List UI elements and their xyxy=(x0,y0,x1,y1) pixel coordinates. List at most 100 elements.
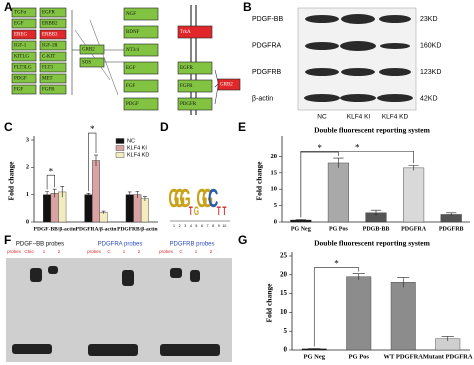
pathway-ligand-box xyxy=(123,25,159,39)
error-bar xyxy=(94,154,98,166)
y-tick-label: 20 xyxy=(280,270,288,278)
pathway-receptor-box xyxy=(39,29,67,40)
pathway-receptor-box xyxy=(39,51,67,62)
y-tick-label: 5 xyxy=(274,202,278,209)
bar xyxy=(133,194,142,223)
pathway-ligand: TGFα xyxy=(14,11,26,16)
significance-mark: * xyxy=(355,142,360,152)
significance-mark: * xyxy=(317,143,322,153)
pathway-receptor: FLT3 xyxy=(42,66,53,71)
gel-lane-label: 2 xyxy=(138,249,141,254)
error-bar xyxy=(408,164,419,171)
bar xyxy=(390,282,416,351)
western-blot xyxy=(297,7,417,111)
logo-letter: T xyxy=(222,205,226,219)
bar xyxy=(50,193,59,223)
pathway-ligand: IGF-1 xyxy=(14,44,27,49)
y-axis-label: Fold change xyxy=(265,283,274,323)
panel-label: E xyxy=(238,120,246,134)
pathway-ligand-box xyxy=(123,7,159,21)
y-tick-label: 3 xyxy=(26,137,29,143)
error-bar xyxy=(60,186,65,198)
legend-swatch xyxy=(115,138,125,144)
x-tick-label: PG Pos xyxy=(329,226,348,232)
pathway-receptor: MET xyxy=(42,77,53,82)
pathway-node-box xyxy=(79,44,105,55)
emsa-gel xyxy=(6,258,232,362)
pathway-node-box xyxy=(79,57,105,68)
pathway-node: SOS xyxy=(82,61,91,66)
y-tick-label: 0 xyxy=(274,218,277,225)
pathway-receptor: ERBB3 xyxy=(42,33,58,38)
y-tick-label: 0 xyxy=(26,219,29,225)
blot-row-label: β-actin xyxy=(252,95,273,102)
blot-lane-label: KLF4 KI xyxy=(347,114,371,121)
pathway-receptor-box xyxy=(39,7,67,18)
logo-position: 10 xyxy=(222,224,226,228)
panel-label: A xyxy=(4,0,13,14)
error-bar xyxy=(101,210,106,214)
error-bar xyxy=(333,157,344,168)
bar xyxy=(327,162,349,223)
chart-title: Double fluorescent reporting system xyxy=(314,126,431,135)
x-tick-label: PDGF-BB/β-actin xyxy=(34,226,76,232)
pathway-node: GRB2 xyxy=(82,48,95,53)
x-tick-label: PDGFRB/β-actin xyxy=(117,226,157,232)
gel-group-label: PDGFRA probes xyxy=(98,242,143,248)
pathway-receptor-box xyxy=(177,97,213,111)
pathway-ligand: KITLG xyxy=(14,55,29,60)
logo-position: 2 xyxy=(179,224,181,228)
chart-title: Double fluorescent reporting system xyxy=(314,239,431,248)
logo-letter: C xyxy=(208,185,218,214)
pathway-ligand-box xyxy=(11,18,37,29)
pathway-ligand-box xyxy=(11,62,37,73)
panel-label: C xyxy=(4,120,13,134)
pathway-ligand: EGF xyxy=(14,22,24,27)
significance-mark: * xyxy=(49,166,54,176)
legend-label: NC xyxy=(127,138,135,144)
gel-lane-label: probes xyxy=(7,249,22,254)
logo-letter: G xyxy=(194,205,199,219)
pathway-receptor: TrkA xyxy=(180,30,191,35)
error-bar xyxy=(308,348,321,350)
gel-group-label: PDGF−BB probes xyxy=(16,242,64,248)
pathway-adaptor-box xyxy=(217,78,241,91)
pathway-ligand-box xyxy=(11,84,37,95)
blot-row-label: PDGFRB xyxy=(252,69,282,76)
blot-lane-label: KLF4 KD xyxy=(382,114,409,121)
x-tick-label: Mutant PDGFRA xyxy=(423,353,473,360)
gel-lane-label: C xyxy=(179,249,183,254)
blot-lane-label: NC xyxy=(317,114,327,121)
pathway-ligand-box xyxy=(123,79,159,93)
blot-size-label: 42KD xyxy=(420,95,438,102)
significance-bracket xyxy=(88,132,97,192)
logo-letter: G xyxy=(168,185,179,214)
blot-bands xyxy=(304,14,413,102)
x-tick-label: PDGFRB xyxy=(439,226,464,232)
pathway-ligand-box xyxy=(123,61,159,75)
pathway-receptor: PDGFR xyxy=(180,102,197,107)
bar xyxy=(92,160,100,223)
logo-position: 5 xyxy=(195,224,197,228)
pathway-ligand: EREG xyxy=(14,33,27,38)
y-tick-label: 15 xyxy=(271,169,278,176)
logo-position: 6 xyxy=(201,224,203,228)
logo-letter: G xyxy=(180,185,191,214)
pathway-receptor-box xyxy=(39,62,67,73)
pathway-receptor-box xyxy=(177,79,213,93)
pathway-ligand: EGF xyxy=(126,66,136,71)
blot-row-label: PDGFRA xyxy=(252,42,282,49)
logo-position: 4 xyxy=(190,224,192,228)
pathway-receptor: C-KIT xyxy=(42,55,55,60)
pathway-receptor: EGFR xyxy=(42,11,55,16)
gel-lane-label: Cbio xyxy=(24,249,34,254)
pathway-receptor-box xyxy=(39,73,67,84)
bar xyxy=(43,194,52,223)
pathway-receptor: FGFR xyxy=(42,88,55,93)
significance-mark: * xyxy=(334,259,339,269)
significance-mark: * xyxy=(90,124,95,134)
pathway-receptor: EGFR xyxy=(180,66,193,71)
x-tick-label: PG Neg xyxy=(291,226,311,232)
x-tick-label: PG Neg xyxy=(304,353,326,360)
pathway-ligand: FLT3LG xyxy=(14,66,32,71)
